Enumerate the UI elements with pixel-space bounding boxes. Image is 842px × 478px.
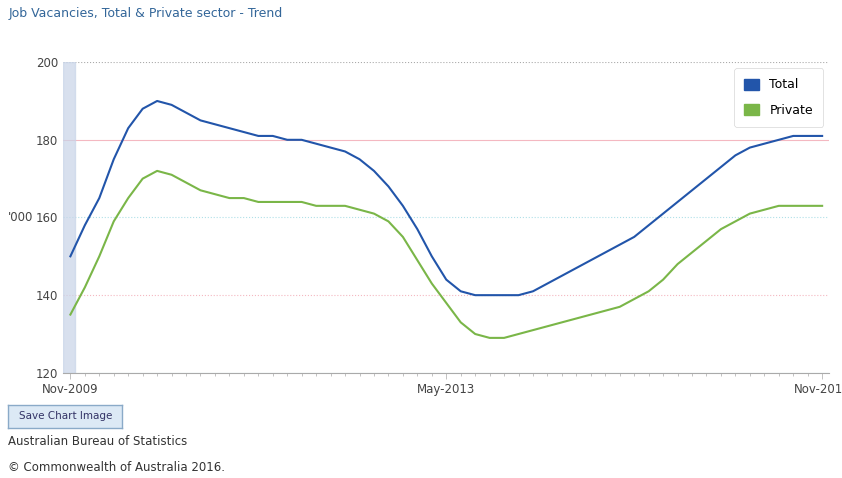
- Y-axis label: '000: '000: [8, 211, 34, 224]
- Text: Australian Bureau of Statistics: Australian Bureau of Statistics: [8, 435, 188, 448]
- Text: © Commonwealth of Australia 2016.: © Commonwealth of Australia 2016.: [8, 461, 226, 474]
- Text: Job Vacancies, Total & Private sector - Trend: Job Vacancies, Total & Private sector - …: [8, 7, 283, 20]
- Bar: [63, 62, 75, 373]
- Text: Save Chart Image: Save Chart Image: [19, 412, 112, 421]
- Legend: Total, Private: Total, Private: [734, 68, 823, 127]
